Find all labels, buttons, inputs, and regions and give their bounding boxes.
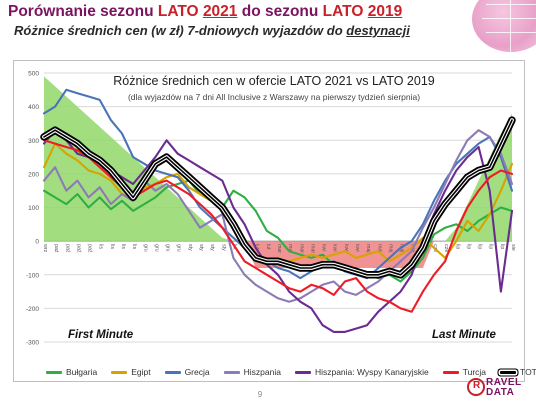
x-tick-label: lis	[120, 244, 126, 249]
slide-title: Porównanie sezonu LATO 2021 do sezonu LA…	[8, 3, 448, 21]
y-tick-label: -300	[26, 340, 39, 347]
legend-label: Grecja	[184, 367, 210, 377]
legend-item: Hiszpania	[223, 367, 281, 377]
last-minute-annotation: Last Minute	[432, 329, 496, 341]
x-tick-label: lip	[499, 244, 505, 249]
title-part: do sezonu	[237, 3, 323, 20]
series-line	[42, 88, 514, 280]
y-tick-label: 400	[28, 104, 39, 111]
subtitle-main: Różnice średnich cen (w zł) 7-dniowych w…	[14, 23, 347, 38]
logo-text-line1: RAVEL	[486, 377, 522, 388]
x-tick-label: gru	[153, 244, 159, 252]
travel-data-logo: R RAVEL DATA	[466, 376, 532, 400]
y-tick-label: -100	[26, 272, 39, 279]
x-tick-label: cze	[443, 244, 449, 252]
legend-swatch	[294, 370, 311, 374]
x-tick-label: lut	[254, 244, 260, 250]
legend-swatch	[223, 370, 240, 374]
x-tick-label: lis	[109, 244, 115, 249]
x-tick-label: sty	[209, 244, 215, 251]
chart-legend: Bułgaria Egipt Grecja Hiszpania Hiszpania: W…	[46, 366, 536, 378]
y-tick-label: 0	[35, 239, 39, 246]
legend-swatch	[500, 370, 517, 374]
x-tick-label: maj	[376, 244, 382, 252]
x-tick-label: mar	[276, 244, 282, 253]
x-tick-label: maj	[365, 244, 371, 252]
legend-item: Egipt	[111, 367, 151, 377]
legend-item: Hiszpania: Wyspy Kanaryjskie	[294, 367, 429, 377]
series-line	[42, 179, 514, 283]
legend-label: Hiszpania	[243, 367, 281, 377]
x-tick-label: kwi	[321, 244, 327, 252]
title-part: LATO	[322, 3, 364, 20]
x-tick-label: sty	[220, 244, 226, 251]
x-tick-label: wrz	[42, 244, 48, 252]
legend-label: Turcja	[462, 367, 487, 377]
x-tick-label: lip	[454, 244, 460, 249]
title-part: LATO	[157, 3, 199, 20]
x-tick-label: paź	[64, 244, 70, 253]
logo-mark: R	[473, 380, 481, 391]
chart-frame: -300 -200 -100 0 100 200 300 400 500 wrz paź paź paź…	[13, 60, 536, 382]
logo-text-line2: DATA	[486, 387, 515, 398]
x-tick-label: mar	[309, 244, 315, 253]
page-number: 9	[257, 390, 263, 399]
legend-item: TOTAL	[500, 367, 536, 377]
x-tick-label: kwi	[354, 244, 360, 252]
background-zone	[44, 113, 512, 242]
background-zone	[44, 241, 512, 268]
x-tick-label: kwi	[343, 244, 349, 252]
x-tick-label: sie	[510, 244, 516, 251]
logo-ring-icon	[467, 378, 485, 396]
x-tick-label: lis	[131, 244, 137, 249]
legend-item: Bułgaria	[46, 367, 97, 377]
y-tick-label: 300	[28, 138, 39, 145]
x-tick-label: lip	[477, 244, 483, 249]
y-tick-label: 200	[28, 171, 39, 178]
x-tick-label: lip	[465, 244, 471, 249]
title-part: 2019	[367, 3, 403, 20]
slide-subtitle: Różnice średnich cen (w zł) 7-dniowych w…	[14, 23, 474, 38]
legend-swatch	[164, 370, 181, 374]
x-tick-label: paź	[53, 244, 59, 253]
x-tick-label: paź	[87, 244, 93, 253]
x-tick-label: paź	[75, 244, 81, 253]
x-tick-label: gru	[142, 244, 148, 252]
series-line-total	[43, 119, 513, 276]
x-tick-label: lis	[98, 244, 104, 249]
y-tick-label: 100	[28, 205, 39, 212]
legend-label: Egipt	[131, 367, 151, 377]
legend-swatch	[442, 370, 459, 374]
series-line	[42, 129, 514, 303]
x-tick-label: gru	[176, 244, 182, 252]
x-tick-label: lut	[265, 244, 271, 250]
y-tick-label: 500	[28, 71, 39, 78]
legend-label: Bułgaria	[66, 367, 98, 377]
y-tick-label: -200	[26, 306, 39, 313]
title-part: 2021	[202, 3, 238, 20]
x-tick-label: lip	[488, 244, 494, 249]
legend-item: Turcja	[442, 367, 487, 377]
legend-label: TOTAL	[520, 367, 536, 377]
first-minute-annotation: First Minute	[68, 329, 134, 341]
x-tick-label: sty	[187, 244, 193, 251]
x-tick-label: kwi	[332, 244, 338, 252]
x-tick-label: mar	[287, 244, 293, 253]
legend-label: Hiszpania: Wyspy Kanaryjskie	[314, 367, 429, 377]
legend-swatch	[111, 370, 128, 374]
x-tick-label: gru	[165, 244, 171, 252]
background-zone	[44, 76, 512, 242]
chart-title: Różnice średnich cen w ofercie LATO 2021…	[113, 74, 435, 88]
x-tick-label: sty	[198, 244, 204, 251]
subtitle-underlined: destynacji	[346, 23, 410, 38]
legend-swatch	[46, 370, 62, 374]
chart-subtitle: (dla wyjazdów na 7 dni All Inclusive z W…	[127, 92, 421, 102]
x-tick-label: mar	[298, 244, 304, 253]
x-tick-label: maj	[387, 244, 393, 252]
legend-item: Grecja	[164, 367, 210, 377]
title-part: Porównanie sezonu	[8, 3, 158, 20]
globe-decoration	[472, 0, 536, 52]
